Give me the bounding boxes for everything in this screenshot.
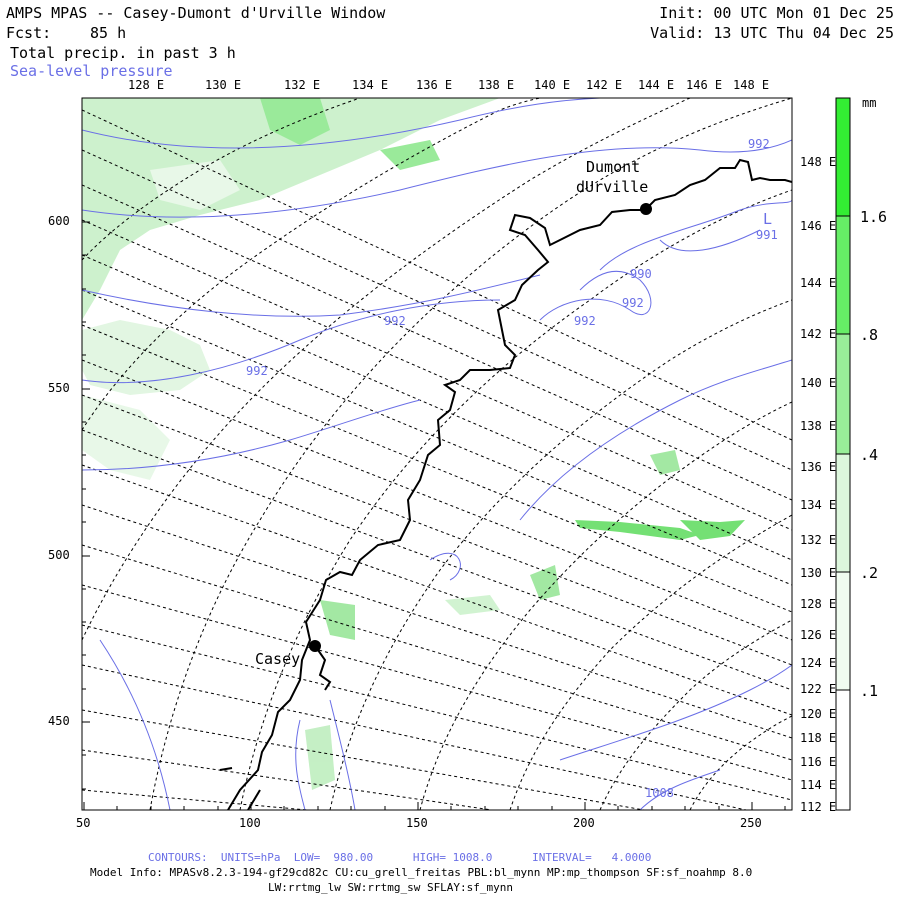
physics-info: LW:rrtmg_lw SW:rrtmg_sw SFLAY:sf_mynn — [268, 881, 514, 894]
isobar-label: 990 — [630, 267, 652, 281]
lat-label: 138 E — [800, 419, 837, 433]
isobar-label: 991 — [756, 228, 778, 242]
lat-label: 124 E — [800, 656, 837, 670]
lat-label: 116 E — [800, 755, 837, 769]
lon-label: 148 E — [733, 78, 770, 92]
lat-label: 122 E — [800, 682, 837, 696]
map-title: AMPS MPAS -- Casey-Dumont d'Urville Wind… — [6, 4, 386, 22]
colorbar-label: .2 — [860, 564, 879, 582]
casey-station-marker — [309, 640, 321, 652]
colorbar — [835, 97, 851, 811]
lon-label: 130 E — [205, 78, 242, 92]
lon-label: 136 E — [416, 78, 453, 92]
lon-label: 140 E — [534, 78, 571, 92]
lat-label: 136 E — [800, 460, 837, 474]
dumont-station-marker — [640, 203, 652, 215]
plot-frame — [81, 97, 793, 811]
overlay-name: Sea-level pressure — [10, 62, 173, 80]
y-axis-label: 550 — [48, 381, 70, 395]
y-axis-label: 600 — [48, 214, 70, 228]
valid-time: Valid: 13 UTC Thu 04 Dec 25 — [650, 24, 894, 42]
lat-label: 126 E — [800, 628, 837, 642]
casey-label: Casey — [255, 650, 301, 668]
forecast-label: Fcst: — [6, 24, 52, 42]
colorbar-units: mm — [862, 96, 877, 110]
isobar-label: 992 — [748, 137, 770, 151]
lon-label: 134 E — [352, 78, 389, 92]
model-info: Model Info: MPASv8.2.3-194-gf29cd82c CU:… — [90, 866, 753, 879]
init-time: Init: 00 UTC Mon 01 Dec 25 — [659, 4, 894, 22]
lon-label: 132 E — [284, 78, 321, 92]
lat-label: 144 E — [800, 276, 837, 290]
isobar-label: 1008 — [645, 786, 674, 800]
colorbar-label: .4 — [860, 446, 879, 464]
lat-label: 118 E — [800, 731, 837, 745]
x-axis-label: 150 — [406, 816, 428, 830]
y-ticks — [82, 221, 90, 790]
x-axis-label: 200 — [573, 816, 595, 830]
lon-label: 142 E — [586, 78, 623, 92]
coastline — [219, 158, 792, 810]
lon-label: 146 E — [686, 78, 723, 92]
lat-label: 142 E — [800, 327, 837, 341]
x-axis-label: 250 — [740, 816, 762, 830]
lat-label: 132 E — [800, 533, 837, 547]
lat-label: 114 E — [800, 778, 837, 792]
forecast-hour: 85 h — [90, 24, 127, 42]
lat-label: 134 E — [800, 498, 837, 512]
lat-label: 130 E — [800, 566, 837, 580]
colorbar-label: .8 — [860, 326, 879, 344]
lon-label: 144 E — [638, 78, 675, 92]
lon-label: 138 E — [478, 78, 515, 92]
isobar-label: 992 — [622, 296, 644, 310]
x-ticks — [83, 802, 786, 810]
lat-label: 128 E — [800, 597, 837, 611]
dumont-label-line2: dUrville — [576, 178, 649, 196]
x-axis-label: 50 — [76, 816, 91, 830]
y-axis-label: 450 — [48, 714, 70, 728]
y-axis-label: 500 — [48, 548, 70, 562]
lat-label: 148 E — [800, 155, 837, 169]
isobars — [82, 98, 792, 810]
lat-label: 140 E — [800, 376, 837, 390]
colorbar-label: .1 — [860, 682, 879, 700]
precip-shading — [82, 98, 745, 790]
contour-info: CONTOURS: UNITS=hPa LOW= 980.00 HIGH= 10… — [148, 851, 652, 864]
isobar-label: 992 — [384, 314, 406, 328]
lon-label: 128 E — [128, 78, 165, 92]
x-axis-label: 100 — [239, 816, 261, 830]
low-pressure-marker: L — [763, 210, 773, 228]
lat-label: 146 E — [800, 219, 837, 233]
lat-label: 112 E — [800, 800, 837, 814]
colorbar-label: 1.6 — [860, 208, 888, 226]
field-name: Total precip. in past 3 h — [10, 44, 236, 62]
lat-label: 120 E — [800, 707, 837, 721]
isobar-label: 992 — [574, 314, 596, 328]
dumont-label-line1: Dumont — [586, 158, 641, 176]
isobar-label: 992 — [246, 364, 268, 378]
graticule — [82, 98, 792, 810]
